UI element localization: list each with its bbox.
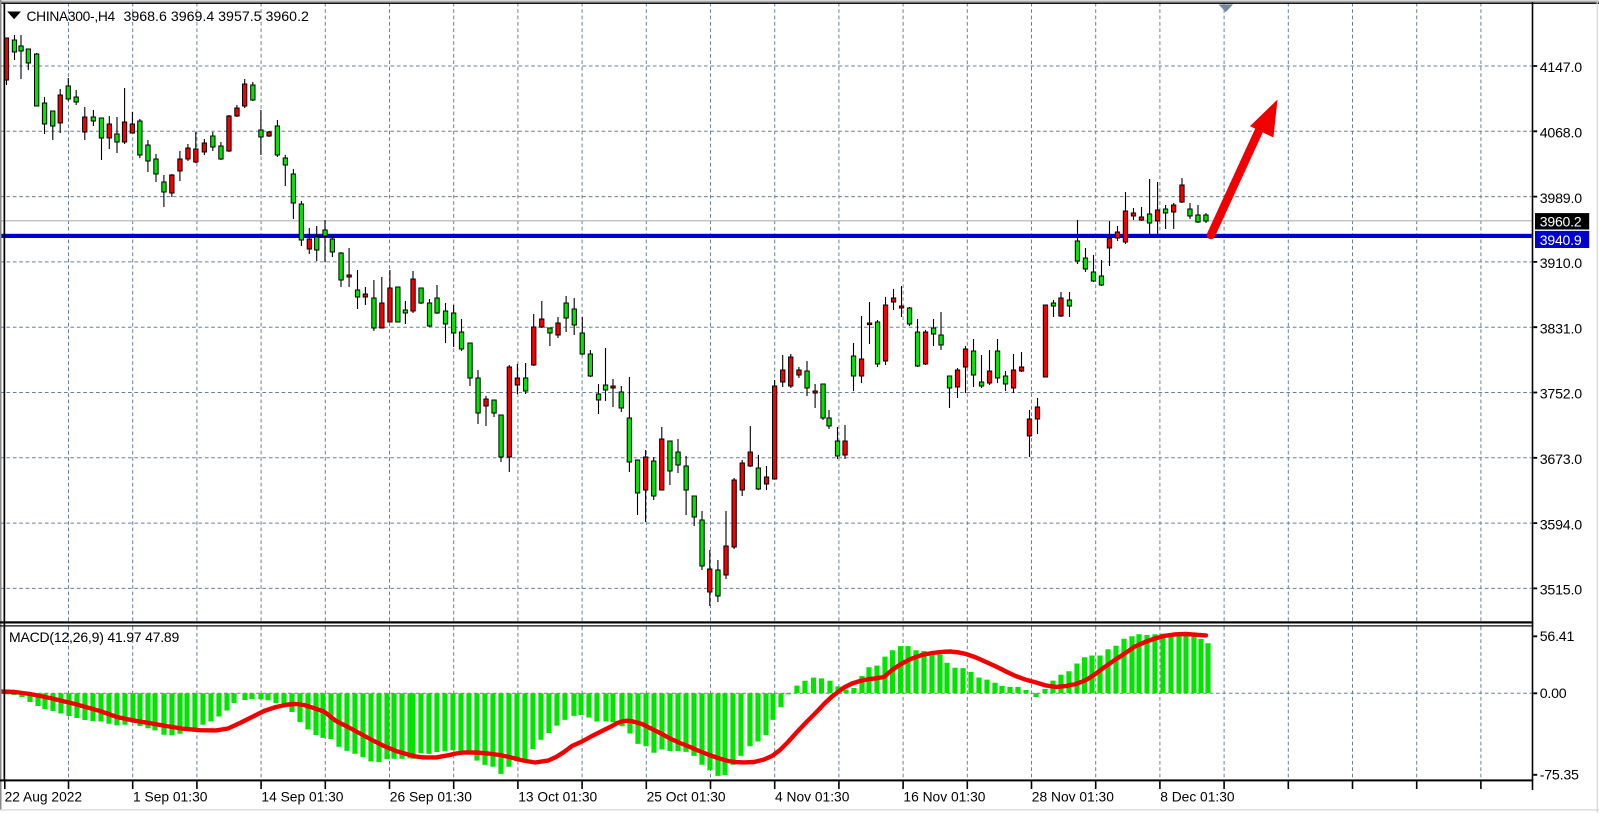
svg-text:3594.0: 3594.0: [1540, 517, 1583, 533]
svg-text:14 Sep 01:30: 14 Sep 01:30: [261, 789, 343, 804]
svg-text:-75.35: -75.35: [1540, 768, 1579, 784]
svg-text:4147.0: 4147.0: [1540, 60, 1583, 76]
svg-text:56.41: 56.41: [1540, 629, 1575, 645]
svg-text:MACD(12,26,9) 41.97 47.89: MACD(12,26,9) 41.97 47.89: [9, 629, 180, 645]
svg-text:3968.6 3969.4 3957.5 3960.2: 3968.6 3969.4 3957.5 3960.2: [124, 9, 310, 25]
svg-text:3960.2: 3960.2: [1540, 214, 1582, 230]
svg-text:3673.0: 3673.0: [1540, 452, 1583, 468]
svg-text:3831.0: 3831.0: [1540, 321, 1583, 337]
svg-text:25 Oct 01:30: 25 Oct 01:30: [647, 789, 726, 804]
svg-text:13 Oct 01:30: 13 Oct 01:30: [518, 789, 597, 804]
svg-text:0.00: 0.00: [1540, 686, 1567, 702]
svg-text:4068.0: 4068.0: [1540, 126, 1583, 142]
svg-text:22 Aug 2022: 22 Aug 2022: [5, 789, 83, 804]
svg-text:3910.0: 3910.0: [1540, 256, 1583, 272]
svg-text:3515.0: 3515.0: [1540, 583, 1583, 599]
svg-text:26 Sep 01:30: 26 Sep 01:30: [390, 789, 472, 804]
svg-text:8 Dec 01:30: 8 Dec 01:30: [1160, 789, 1235, 804]
svg-text:CHINA300-,H4: CHINA300-,H4: [27, 9, 116, 24]
svg-text:3989.0: 3989.0: [1540, 191, 1583, 207]
svg-text:3752.0: 3752.0: [1540, 387, 1583, 403]
svg-text:3940.9: 3940.9: [1540, 232, 1582, 248]
svg-text:1 Sep 01:30: 1 Sep 01:30: [133, 789, 208, 804]
svg-text:28 Nov 01:30: 28 Nov 01:30: [1032, 789, 1114, 804]
svg-text:16 Nov 01:30: 16 Nov 01:30: [903, 789, 985, 804]
svg-text:4 Nov 01:30: 4 Nov 01:30: [775, 789, 850, 804]
